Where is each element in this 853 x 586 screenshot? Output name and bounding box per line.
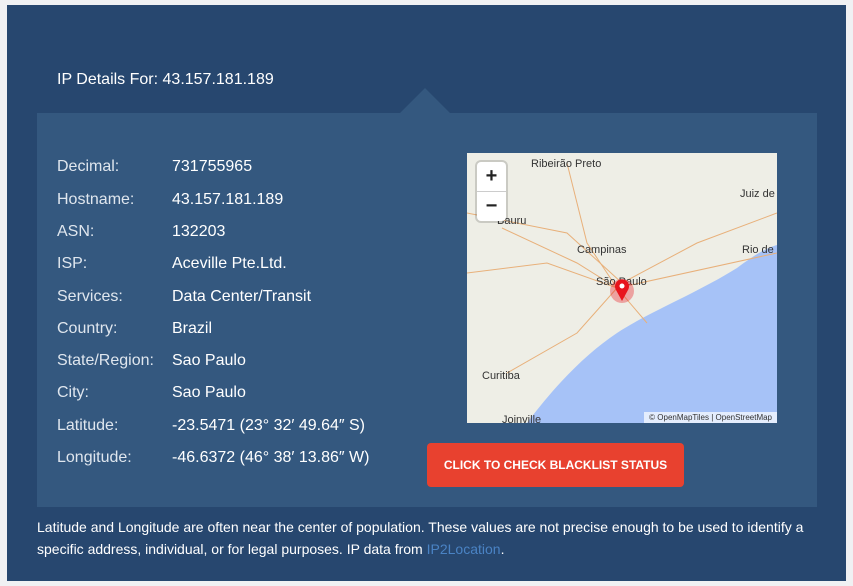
map-attribution[interactable]: © OpenMapTiles | OpenStreetMap — [644, 412, 777, 423]
page-title: IP Details For: 43.157.181.189 — [57, 71, 274, 88]
city-label: Rio de — [742, 244, 774, 256]
city-label: Campinas — [577, 244, 627, 256]
detail-label: Decimal: — [57, 158, 120, 175]
detail-value: Aceville Pte.Ltd. — [172, 255, 287, 272]
disclaimer-end: . — [500, 541, 505, 557]
detail-value: -46.6372 (46° 38′ 13.86″ W) — [172, 449, 370, 466]
detail-value: Data Center/Transit — [172, 288, 312, 305]
city-label: Curitiba — [482, 370, 521, 382]
detail-label: Hostname: — [57, 191, 135, 208]
disclaimer-text: Latitude and Longitude are often near th… — [37, 519, 804, 557]
map-labels: Ribeirão Preto Juiz de Bauru Campinas Ri… — [482, 158, 775, 423]
detail-label: Longitude: — [57, 449, 132, 466]
detail-value: 43.157.181.189 — [172, 191, 284, 208]
location-map[interactable]: Ribeirão Preto Juiz de Bauru Campinas Ri… — [467, 153, 777, 423]
marker-dot — [619, 283, 625, 289]
detail-label: Latitude: — [57, 417, 119, 434]
zoom-in-button[interactable]: + — [477, 162, 506, 192]
detail-label: State/Region: — [57, 352, 154, 369]
ocean — [527, 245, 777, 423]
detail-value: 132203 — [172, 223, 226, 240]
detail-value: Brazil — [172, 320, 213, 337]
check-blacklist-button[interactable]: CLICK TO CHECK BLACKLIST STATUS — [427, 443, 684, 487]
city-label: Ribeirão Preto — [531, 158, 601, 170]
detail-label: Services: — [57, 288, 123, 305]
detail-value: Sao Paulo — [172, 352, 246, 369]
detail-label: ASN: — [57, 223, 95, 240]
detail-label: City: — [57, 384, 89, 401]
pointer-arrow — [400, 88, 450, 113]
map-zoom-control: + − — [477, 162, 506, 221]
detail-label: ISP: — [57, 255, 88, 272]
disclaimer: Latitude and Longitude are often near th… — [37, 516, 807, 560]
detail-value: Sao Paulo — [172, 384, 246, 401]
city-label: Joinville — [502, 414, 541, 423]
map-tiles[interactable]: Ribeirão Preto Juiz de Bauru Campinas Ri… — [467, 153, 777, 423]
city-label: Juiz de — [740, 188, 775, 200]
detail-value: -23.5471 (23° 32′ 49.64″ S) — [172, 417, 365, 434]
zoom-out-button[interactable]: − — [485, 195, 498, 217]
detail-label: Country: — [57, 320, 118, 337]
detail-value: 731755965 — [172, 158, 253, 175]
ip2location-link[interactable]: IP2Location — [426, 541, 501, 557]
map-marker-icon[interactable] — [615, 279, 629, 301]
